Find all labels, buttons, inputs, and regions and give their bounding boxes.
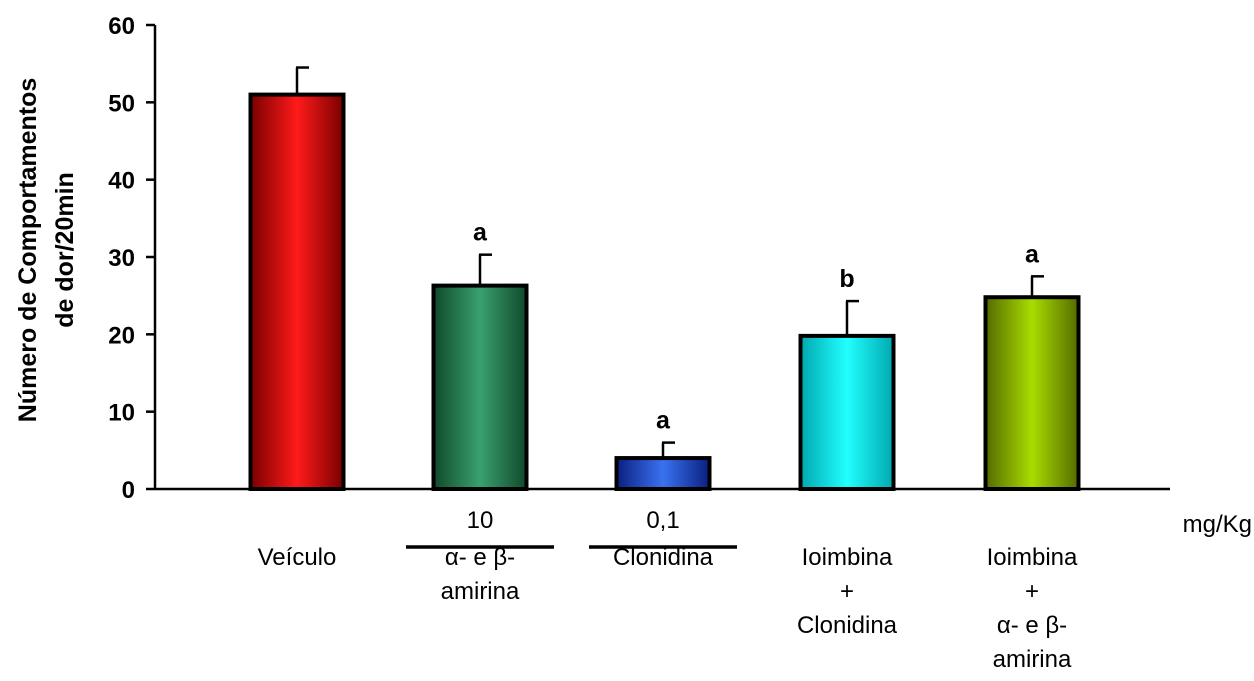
y-axis-title-line-0: Número de Comportamentos xyxy=(14,78,42,422)
bar-3 xyxy=(798,333,896,491)
category-label-4-line-1: + xyxy=(1025,578,1039,605)
dose-unit-label: mg/Kg xyxy=(1183,511,1252,538)
category-label-0-line-0: Veículo xyxy=(258,544,337,571)
category-label-3-line-2: Clonidina xyxy=(797,612,898,639)
dose-label-1: 10 xyxy=(467,507,494,534)
y-axis-title-line-1: de dor/20min xyxy=(51,172,79,328)
y-tick-label-6: 60 xyxy=(108,13,135,40)
category-label-1-line-0: α- e β- xyxy=(445,544,515,571)
dose-label-2: 0,1 xyxy=(646,507,679,534)
y-tick-label-2: 20 xyxy=(108,322,135,349)
category-label-4-line-0: Ioimbina xyxy=(987,544,1078,571)
significance-label-1: a xyxy=(473,219,488,247)
bar-1 xyxy=(431,283,529,492)
y-tick-label-4: 40 xyxy=(108,168,135,195)
bar-4 xyxy=(983,295,1081,492)
labels-layer: a a b a 0 10 20 30 40 50 60 Número de Comportamento… xyxy=(14,13,1252,673)
category-label-1-line-1: amirina xyxy=(441,578,520,605)
category-label-3-line-1: + xyxy=(840,578,854,605)
category-label-4-line-3: amirina xyxy=(993,646,1072,673)
category-label-2-line-0: Clonidina xyxy=(613,544,714,571)
significance-label-2: a xyxy=(656,407,671,435)
significance-label-3: b xyxy=(839,265,854,293)
bar-2 xyxy=(614,456,712,492)
category-label-4-line-2: α- e β- xyxy=(997,612,1067,639)
y-tick-label-0: 0 xyxy=(122,477,135,504)
category-label-3-line-0: Ioimbina xyxy=(802,544,893,571)
significance-label-4: a xyxy=(1025,240,1040,268)
bar-0 xyxy=(248,92,346,491)
y-tick-label-5: 50 xyxy=(108,90,135,117)
y-tick-label-1: 10 xyxy=(108,400,135,427)
y-tick-label-3: 30 xyxy=(108,245,135,272)
axes-layer xyxy=(146,23,1170,549)
